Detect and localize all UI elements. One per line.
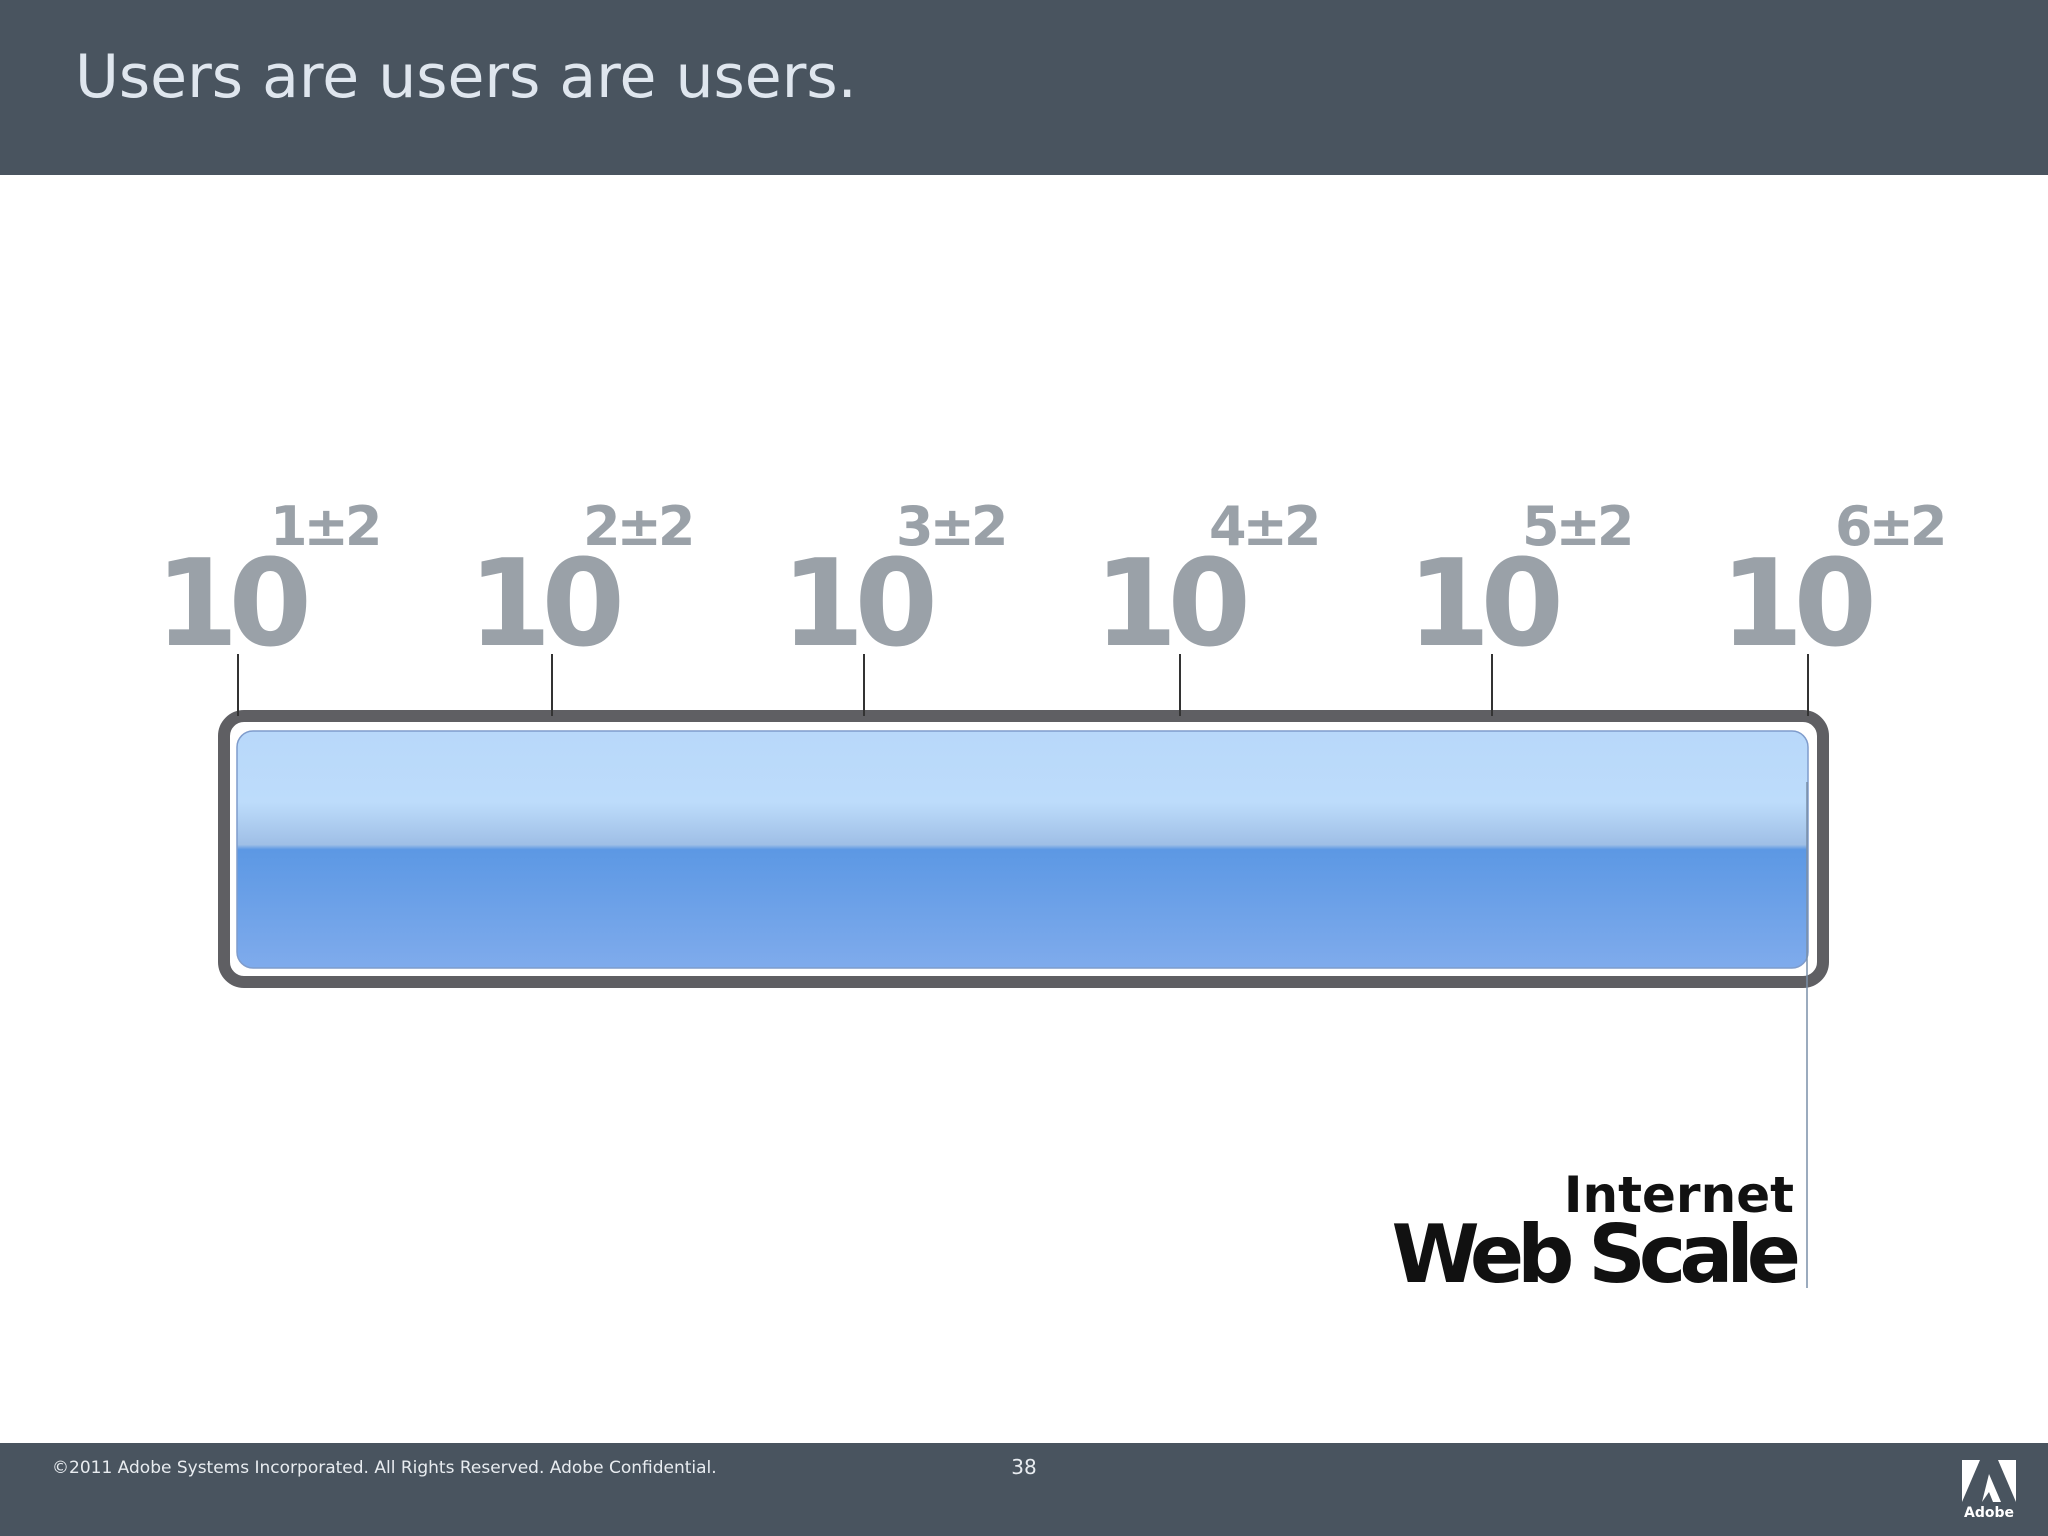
power-exponent: 5±2 — [1522, 495, 1634, 558]
adobe-logo-icon — [1962, 1460, 2016, 1502]
power-exponent: 2±2 — [583, 495, 695, 558]
copyright-text: ©2011 Adobe Systems Incorporated. All Ri… — [52, 1458, 717, 1478]
power-exponent: 1±2 — [270, 495, 382, 558]
power-base: 10 — [1094, 535, 1251, 674]
slide-header: Users are users are users. — [0, 0, 2048, 175]
power-base: 10 — [1407, 535, 1564, 674]
slide-footer — [0, 1443, 2048, 1536]
scale-diagram — [218, 654, 1829, 1288]
internet-label: Internet — [1563, 1166, 1794, 1224]
power-base: 10 — [468, 535, 625, 674]
power-base: 10 — [1720, 535, 1877, 674]
scale-ticks — [237, 654, 1809, 716]
adobe-logo-text: Adobe — [1964, 1505, 2014, 1521]
scale-bar-fill — [236, 730, 1809, 969]
power-exponent: 3±2 — [896, 495, 1008, 558]
power-base: 10 — [155, 535, 312, 674]
power-exponent: 6±2 — [1835, 495, 1947, 558]
web-scale-label: Web Scale — [1391, 1208, 1801, 1301]
page-number: 38 — [1011, 1455, 1037, 1479]
slide-title: Users are users are users. — [75, 42, 857, 112]
power-exponent: 4±2 — [1209, 495, 1321, 558]
power-base: 10 — [781, 535, 938, 674]
